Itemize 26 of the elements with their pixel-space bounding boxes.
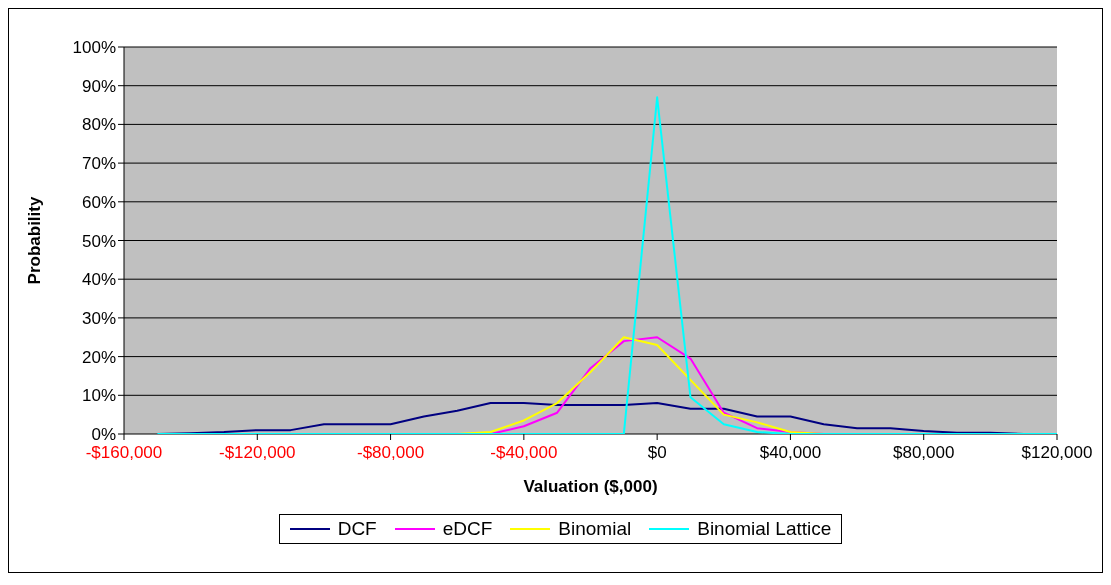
legend-label: eDCF xyxy=(442,518,493,540)
y-tick-label: 20% xyxy=(81,347,116,367)
x-tick-label: -$160,000 xyxy=(85,443,163,462)
y-tick-label: 80% xyxy=(81,115,116,135)
y-tick-label: 0% xyxy=(91,425,116,445)
y-axis-title: Probability xyxy=(25,196,45,285)
x-tick-label: $40,000 xyxy=(759,443,822,462)
x-tick-label: -$120,000 xyxy=(219,443,296,462)
y-tick-label: 90% xyxy=(81,76,116,96)
legend-label: Binomial xyxy=(558,518,632,540)
x-tick-label: $120,000 xyxy=(1021,443,1093,462)
x-tick-label: -$40,000 xyxy=(490,443,558,462)
x-tick-label: $80,000 xyxy=(892,443,955,462)
x-tick-label: -$80,000 xyxy=(357,443,425,462)
y-tick-label: 60% xyxy=(81,192,116,212)
y-tick-label: 50% xyxy=(81,231,116,251)
y-tick-label: 70% xyxy=(81,154,116,174)
y-tick-label: 10% xyxy=(81,386,116,406)
line-series xyxy=(156,96,1057,434)
x-axis-title: Valuation ($,000) xyxy=(523,477,658,496)
legend-label: DCF xyxy=(337,518,377,540)
y-tick-label: 40% xyxy=(81,270,116,290)
y-tick-label: 100% xyxy=(72,38,116,58)
x-tick-label: $0 xyxy=(647,443,667,462)
legend-label: Binomial Lattice xyxy=(697,518,832,540)
y-tick-label: 30% xyxy=(81,308,116,328)
